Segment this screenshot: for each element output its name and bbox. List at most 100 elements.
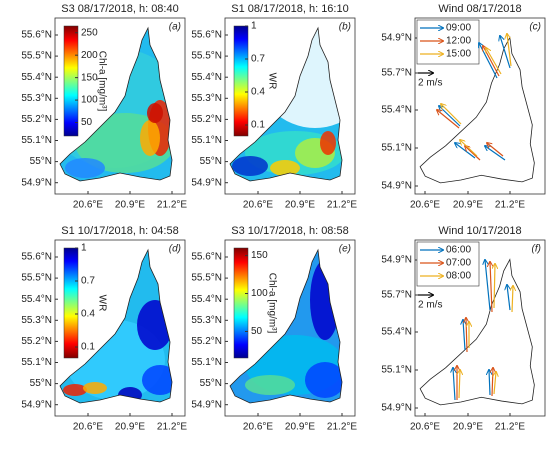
panel: S3 10/17/2018, h: 08:58 (e) 20.6°E 20.9°E 21… <box>191 225 357 433</box>
y-tick-label: 54.9°N <box>21 399 52 410</box>
axes-box <box>224 17 356 195</box>
colorbar-tick-label: 50 <box>251 326 263 337</box>
colorbar-tick-label: 0.4 <box>251 87 265 98</box>
y-tick-label: 55.5°N <box>191 273 222 284</box>
x-tick-label: 20.9°E <box>285 200 315 211</box>
colorbar-tick-label: 1 <box>251 21 257 32</box>
legend-label: 07:00 <box>446 258 471 269</box>
panel-title: S1 08/17/2018, h: 16:10 <box>231 3 348 15</box>
colorbar-tick-label: 1 <box>81 243 87 254</box>
colorbar-tick-label: 100 <box>251 288 268 299</box>
y-tick-label: 55°N <box>30 378 52 389</box>
y-tick-label: 55.1°N <box>21 135 52 146</box>
y-tick-label: 55.1°N <box>191 135 222 146</box>
panel-title: S3 08/17/2018, h: 08:40 <box>61 3 178 15</box>
colorbar-tick-label: 0.7 <box>81 276 95 287</box>
x-tick-label: 20.6°E <box>243 200 273 211</box>
x-tick-label: 20.6°E <box>73 422 103 433</box>
y-tick-label: 55.5°N <box>191 51 222 62</box>
field-patch <box>232 156 268 176</box>
wind-arrow <box>486 48 502 75</box>
y-tick-label: 55.1°N <box>21 357 52 368</box>
y-tick-label: 55.5°N <box>21 51 52 62</box>
x-tick-label: 21.2°E <box>327 422 357 433</box>
panel-title: S3 10/17/2018, h: 08:58 <box>231 225 348 237</box>
coastline <box>229 248 343 404</box>
panel: Wind 08/17/2018 (c) 20.6°E 20.9°E 21.2°E 54.9… <box>381 3 546 211</box>
panel: Wind 10/17/2018 (f) 20.6°E 20.9°E 21.2°E 54.9… <box>381 225 546 433</box>
colorbar-tick-label: 150 <box>251 250 268 261</box>
wind-arrow <box>439 106 461 127</box>
panel: S1 10/17/2018, h: 04:58 (d) 20.6°E 20.9°E 21… <box>21 225 187 433</box>
legend-box <box>416 241 480 287</box>
y-tick-label: 55.2°N <box>21 336 52 347</box>
scale-label: 2 m/s <box>418 300 442 311</box>
x-tick-label: 20.6°E <box>410 422 440 433</box>
axes-box <box>414 17 546 195</box>
colorbar <box>63 25 79 137</box>
y-tick-label: 55.2°N <box>21 114 52 125</box>
field-patch <box>147 103 163 123</box>
y-tick-label: 55°N <box>30 156 52 167</box>
wind-arrow <box>459 370 460 399</box>
panel-label: (c) <box>529 22 541 33</box>
y-tick-label: 55.2°N <box>191 114 222 125</box>
colorbar-tick-label: 250 <box>81 27 98 38</box>
field-patch <box>140 120 160 156</box>
x-tick-label: 21.2°E <box>157 422 187 433</box>
wind-arrow <box>463 320 465 351</box>
field-patch <box>320 131 336 155</box>
panel-title: Wind 10/17/2018 <box>438 225 521 237</box>
x-tick-label: 21.2°E <box>495 422 525 433</box>
y-tick-label: 54.9°N <box>381 403 412 414</box>
panel-label: (d) <box>169 244 181 255</box>
x-tick-label: 20.6°E <box>410 200 440 211</box>
wind-arrow <box>494 264 495 309</box>
y-tick-label: 55.4°N <box>381 327 412 338</box>
field-patch <box>255 28 342 128</box>
legend-box <box>416 19 480 65</box>
colorbar-tick-label: 0.7 <box>251 54 265 65</box>
field-patch <box>310 260 340 340</box>
colorbar <box>233 247 249 359</box>
wind-arrow <box>465 146 481 161</box>
colorbar-tick-label: 0.1 <box>81 342 95 353</box>
y-tick-label: 55.4°N <box>21 294 52 305</box>
y-tick-label: 54.9°N <box>21 177 52 188</box>
colorbar-label: WR <box>266 73 277 90</box>
wind-arrow <box>483 46 500 77</box>
panel-label: (b) <box>339 22 351 33</box>
wind-arrow <box>460 140 478 157</box>
y-tick-label: 55.6°N <box>191 30 222 41</box>
y-tick-label: 54.9°N <box>381 255 412 266</box>
y-tick-label: 55°N <box>200 378 222 389</box>
legend-label: 15:00 <box>446 49 471 60</box>
axes-box <box>54 17 186 195</box>
colorbar <box>233 25 249 137</box>
wind-arrow <box>507 285 511 311</box>
wind-arrow <box>441 104 462 125</box>
y-tick-label: 55.7°N <box>381 290 412 301</box>
panel-label: (e) <box>339 244 351 255</box>
y-tick-label: 55.3°N <box>21 315 52 326</box>
scale-label: 2 m/s <box>418 78 442 89</box>
x-tick-label: 20.9°E <box>115 422 145 433</box>
y-tick-label: 55.7°N <box>381 68 412 79</box>
panel-title: S1 10/17/2018, h: 04:58 <box>61 225 178 237</box>
x-tick-label: 21.2°E <box>157 200 187 211</box>
y-tick-label: 55°N <box>200 156 222 167</box>
y-tick-label: 54.9°N <box>381 181 412 192</box>
wind-arrow <box>489 370 490 396</box>
panel: S3 08/17/2018, h: 08:40 (a) 20.6°E 20.9°E 21… <box>21 3 187 211</box>
y-tick-label: 54.9°N <box>191 177 222 188</box>
coastline <box>59 248 173 404</box>
wind-arrow <box>437 110 460 129</box>
wind-arrow <box>485 146 506 161</box>
colorbar-tick-label: 100 <box>81 95 98 106</box>
y-tick-label: 55.6°N <box>191 252 222 263</box>
colorbar-tick-label: 50 <box>81 117 93 128</box>
y-tick-label: 55.6°N <box>21 252 52 263</box>
y-tick-label: 55.3°N <box>21 93 52 104</box>
wind-arrow <box>487 143 504 157</box>
wind-arrow <box>479 43 498 79</box>
